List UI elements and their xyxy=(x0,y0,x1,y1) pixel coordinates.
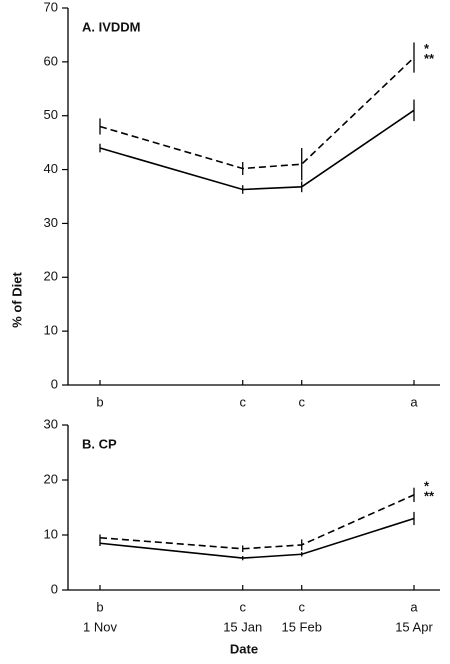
group-label: a xyxy=(410,394,418,409)
x-axis-label: Date xyxy=(230,641,258,656)
y-tick-label: 20 xyxy=(44,269,58,284)
y-tick-label: 70 xyxy=(44,0,58,14)
x-tick-label: 15 Feb xyxy=(281,619,321,634)
y-tick-label: 20 xyxy=(44,471,58,486)
y-tick-label: 10 xyxy=(44,323,58,338)
x-tick-label: 15 Jan xyxy=(223,619,262,634)
y-tick-label: 30 xyxy=(44,215,58,230)
series-line xyxy=(99,56,415,170)
group-label: c xyxy=(298,599,305,614)
y-tick-label: 10 xyxy=(44,526,58,541)
y-axis-label: % of Diet xyxy=(9,272,24,328)
significance-mark: ** xyxy=(424,51,435,66)
significance-mark: * xyxy=(424,41,430,56)
group-label: b xyxy=(96,394,103,409)
significance-mark: * xyxy=(424,478,430,493)
y-tick-label: 40 xyxy=(44,161,58,176)
y-tick-label: 60 xyxy=(44,53,58,68)
series-line xyxy=(99,494,415,550)
y-tick-label: 30 xyxy=(44,416,58,431)
group-label: a xyxy=(410,599,418,614)
group-label: c xyxy=(239,394,246,409)
y-tick-label: 0 xyxy=(51,581,58,596)
group-label: b xyxy=(96,599,103,614)
y-tick-label: 50 xyxy=(44,107,58,122)
panel-title: B. CP xyxy=(82,436,117,451)
panel-title: A. IVDDM xyxy=(82,19,141,34)
group-label: c xyxy=(298,394,305,409)
significance-mark: ** xyxy=(424,488,435,503)
y-tick-label: 0 xyxy=(51,376,58,391)
x-tick-label: 1 Nov xyxy=(83,619,117,634)
x-tick-label: 15 Apr xyxy=(395,619,433,634)
series-line xyxy=(99,109,415,191)
series-line xyxy=(99,517,415,559)
group-label: c xyxy=(239,599,246,614)
